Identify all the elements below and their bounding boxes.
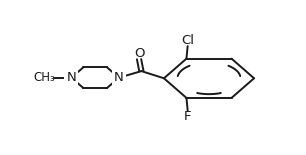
Text: CH₃: CH₃ (34, 71, 55, 84)
Text: N: N (114, 71, 124, 84)
Text: F: F (184, 110, 192, 123)
Text: O: O (134, 47, 144, 60)
Text: Cl: Cl (181, 34, 194, 47)
Text: N: N (67, 71, 76, 84)
